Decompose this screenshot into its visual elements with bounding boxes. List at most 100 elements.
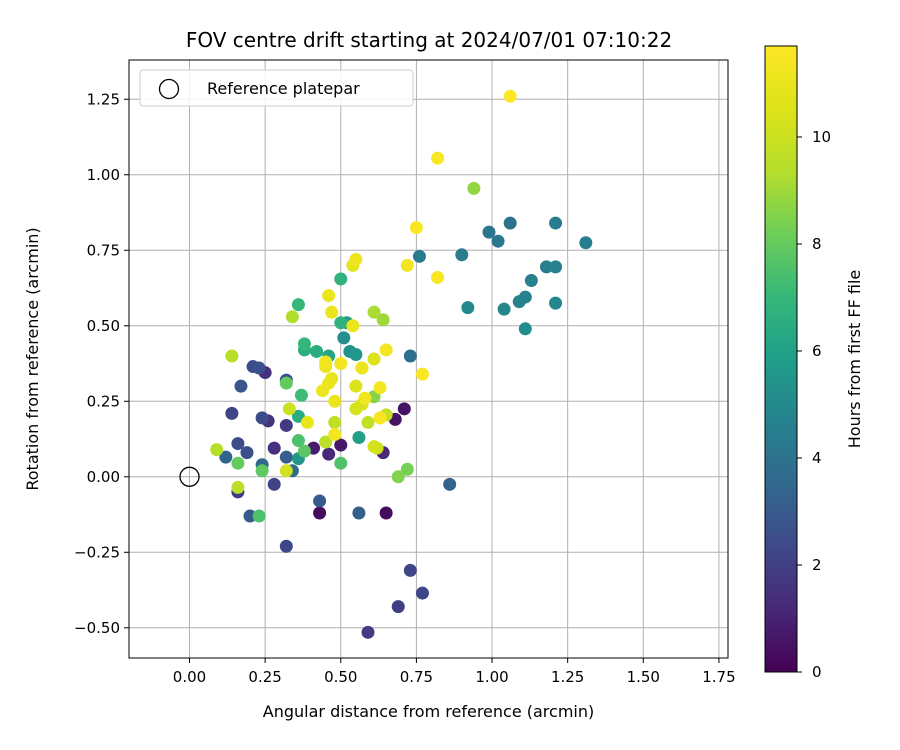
scatter-point [549, 216, 563, 230]
scatter-point [415, 367, 429, 381]
scatter-point [549, 260, 563, 274]
x-axis-label: Angular distance from reference (arcmin) [263, 702, 594, 721]
scatter-point [231, 480, 245, 494]
scatter-point [297, 337, 311, 351]
scatter-point [252, 361, 266, 375]
scatter-point [279, 418, 293, 432]
y-tick-label: 1.25 [87, 90, 120, 108]
scatter-point [210, 443, 224, 457]
x-tick-label: 0.50 [324, 668, 357, 686]
y-tick-label: −0.25 [74, 543, 120, 561]
scatter-point [279, 450, 293, 464]
scatter-point [400, 258, 414, 272]
scatter-point [322, 447, 336, 461]
scatter-point [518, 322, 532, 336]
scatter-point [313, 494, 327, 508]
chart-title: FOV centre drift starting at 2024/07/01 … [186, 28, 672, 52]
scatter-point [234, 379, 248, 393]
scatter-point [400, 462, 414, 476]
scatter-point [279, 376, 293, 390]
colorbar-label: Hours from first FF file [845, 270, 864, 449]
scatter-point [252, 509, 266, 523]
scatter-point [294, 388, 308, 402]
scatter-point [240, 446, 254, 460]
scatter-point [334, 272, 348, 286]
x-tick-label: 1.00 [475, 668, 508, 686]
scatter-point [300, 415, 314, 429]
legend-marker-reference [158, 78, 180, 100]
grid [129, 60, 728, 658]
legend-entry-reference: Reference platepar [207, 79, 360, 98]
scatter-point [316, 384, 330, 398]
y-tick-label: 0.75 [87, 241, 120, 259]
scatter-point [328, 428, 342, 442]
colorbar-tick-label: 10 [812, 128, 831, 146]
reference-platepar-marker [179, 466, 200, 487]
colorbar-tick-label: 2 [812, 556, 822, 574]
scatter-point [524, 273, 538, 287]
scatter-point [512, 295, 526, 309]
scatter-point [491, 234, 505, 248]
scatter-point [349, 347, 363, 361]
scatter-point [267, 441, 281, 455]
colorbar-gradient [764, 45, 798, 673]
scatter-point [549, 296, 563, 310]
scatter-point [391, 470, 405, 484]
scatter-point [373, 411, 387, 425]
x-axis: 0.00 0.25 0.50 0.75 1.00 1.25 1.50 1.75 [173, 658, 736, 686]
scatter-point [319, 355, 333, 369]
scatter-point [415, 586, 429, 600]
scatter-point [243, 509, 257, 523]
scatter-points [179, 89, 593, 639]
scatter-point [267, 477, 281, 491]
scatter-point [310, 344, 324, 358]
scatter-point [361, 415, 375, 429]
scatter-point [219, 450, 233, 464]
x-tick-label: 1.50 [627, 668, 660, 686]
scatter-point [279, 464, 293, 478]
scatter-point [379, 343, 393, 357]
scatter-point [467, 181, 481, 195]
scatter-point [482, 225, 496, 239]
y-tick-label: 1.00 [87, 166, 120, 184]
colorbar-tick-label: 8 [812, 235, 822, 253]
scatter-point [403, 349, 417, 363]
scatter-point [503, 216, 517, 230]
y-tick-label: 0.50 [87, 317, 120, 335]
scatter-point [297, 444, 311, 458]
scatter-point [325, 305, 339, 319]
scatter-point [282, 402, 296, 416]
scatter-point [355, 361, 369, 375]
scatter-point [231, 437, 245, 451]
scatter-point [225, 406, 239, 420]
colorbar-ticks: 0 2 4 6 8 10 [797, 128, 831, 681]
scatter-point [334, 438, 348, 452]
plot-frame [128, 59, 729, 659]
scatter-point [337, 331, 351, 345]
scatter-point [334, 456, 348, 470]
scatter-point [319, 435, 333, 449]
scatter-point [367, 305, 381, 319]
scatter-point [367, 352, 381, 366]
scatter-point [397, 402, 411, 416]
scatter-point [431, 151, 445, 165]
scatter-point [461, 301, 475, 315]
scatter-point [231, 456, 245, 470]
scatter-point [255, 464, 269, 478]
scatter-point [376, 313, 390, 327]
scatter-point [328, 415, 342, 429]
colorbar-tick-label: 6 [812, 342, 822, 360]
x-tick-label: 1.25 [551, 668, 584, 686]
scatter-point [503, 89, 517, 103]
scatter-point [431, 270, 445, 284]
scatter-point [322, 289, 336, 303]
scatter-point [497, 302, 511, 316]
x-tick-label: 0.25 [248, 668, 281, 686]
x-tick-label: 0.00 [173, 668, 206, 686]
y-axis-label: Rotation from reference (arcmin) [23, 227, 42, 490]
y-tick-label: 0.00 [87, 468, 120, 486]
scatter-point [313, 506, 327, 520]
colorbar-tick-label: 4 [812, 449, 822, 467]
legend: Reference platepar [139, 69, 414, 107]
